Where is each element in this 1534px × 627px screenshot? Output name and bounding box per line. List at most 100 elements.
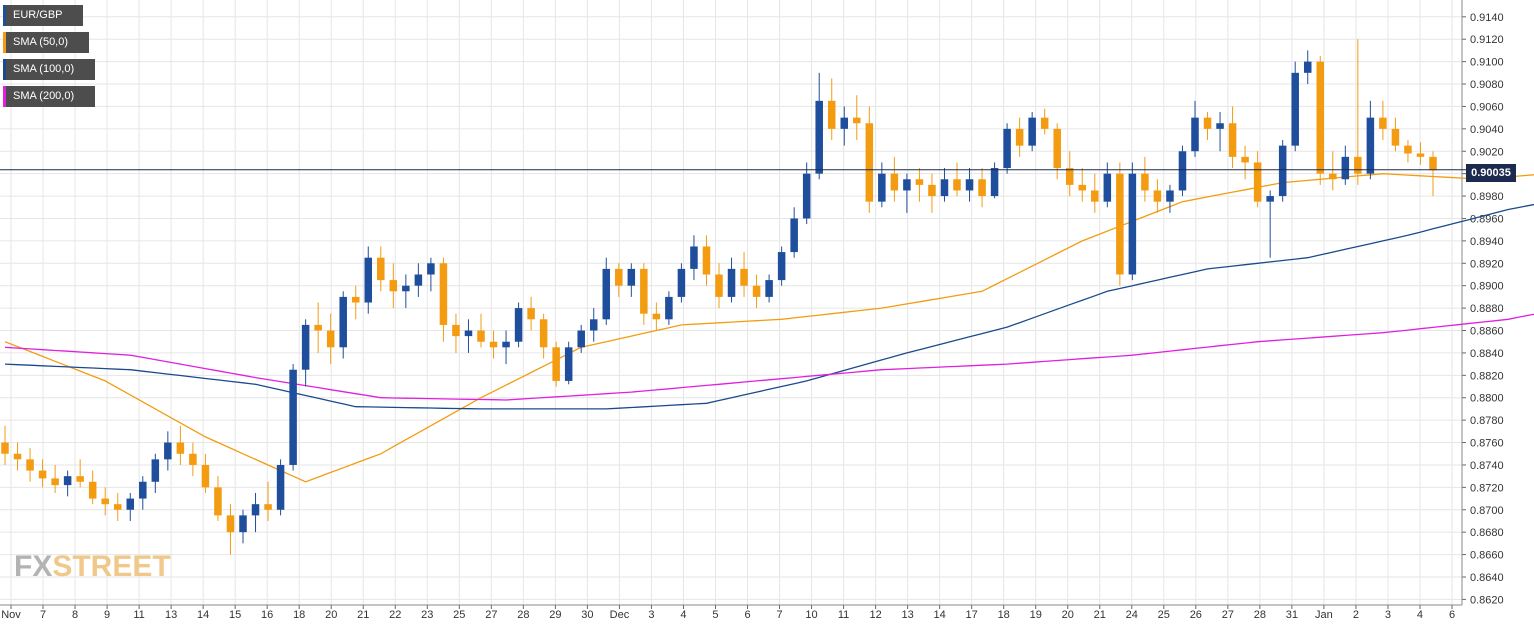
candle-bearish <box>201 453 210 493</box>
x-tick-label: 25 <box>1158 609 1170 621</box>
candle-body <box>827 100 836 129</box>
candle-bearish <box>1153 179 1162 213</box>
candle-body <box>1241 156 1249 163</box>
candle-bullish <box>502 330 510 365</box>
y-tick-label: 0.9120 <box>1470 34 1504 46</box>
candle-bullish <box>690 235 698 281</box>
candle-body <box>239 515 247 533</box>
x-tick-label: 6 <box>744 609 750 621</box>
candle-body <box>326 330 335 348</box>
x-tick-label: 18 <box>293 609 305 621</box>
candle-bearish <box>740 252 748 297</box>
candle-body <box>853 117 861 124</box>
candle-bearish <box>915 168 924 202</box>
y-tick-label: 0.8980 <box>1470 191 1504 203</box>
candle-body <box>640 268 648 314</box>
x-tick-label: 25 <box>453 609 465 621</box>
candle-bearish <box>389 263 398 309</box>
candle-bullish <box>840 106 849 146</box>
x-axis: Nov 7 8 9 11 13 14 15 16 18 20 21 22 23 25 27 28 29 30 Dec 3… <box>0 604 1462 621</box>
y-tick-label: 0.9100 <box>1470 57 1504 69</box>
x-tick-label: 19 <box>1030 609 1042 621</box>
candle-body <box>1316 61 1325 174</box>
x-tick-label: 13 <box>901 609 913 621</box>
candle-bullish <box>564 341 573 385</box>
y-tick-label: 0.9040 <box>1470 124 1504 136</box>
candle-body <box>953 179 961 191</box>
candle-body <box>564 347 573 381</box>
candle-bearish <box>1091 173 1099 213</box>
candle-body <box>364 257 373 303</box>
candle-body <box>1141 173 1149 191</box>
x-tick-label: 16 <box>261 609 273 621</box>
candle-bearish <box>1429 151 1437 197</box>
candle-body <box>752 285 761 297</box>
candle-bullish <box>790 207 798 258</box>
candle-body <box>264 504 272 510</box>
candle-body <box>1266 196 1274 202</box>
candle-body <box>815 100 823 174</box>
candle-body <box>502 341 510 348</box>
x-tick-label: 3 <box>648 609 654 621</box>
x-tick-label: 17 <box>966 609 978 621</box>
candle-body <box>1015 128 1024 146</box>
legend-sma100: SMA (100,0) <box>3 59 95 80</box>
candle-bullish <box>602 257 611 325</box>
x-tick-label: 27 <box>485 609 497 621</box>
candle-bearish <box>439 257 448 342</box>
candle-body <box>990 168 999 197</box>
x-tick-label: Jan <box>1315 609 1333 621</box>
candle-bearish <box>51 464 59 493</box>
current-price-tag: 0.90035 <box>1466 164 1516 182</box>
candle-body <box>940 179 949 197</box>
candle-bullish <box>364 246 373 314</box>
candle-body <box>1028 117 1036 146</box>
candle-bearish <box>1015 117 1024 157</box>
candle-body <box>88 481 97 499</box>
candle-bullish <box>1178 145 1187 197</box>
legend-swatch <box>3 5 6 26</box>
candle-bullish <box>402 274 410 309</box>
y-tick-label: 0.9080 <box>1470 79 1504 91</box>
candle-bullish <box>301 319 310 387</box>
candle-bearish <box>1040 108 1049 135</box>
candle-bullish <box>1103 162 1112 208</box>
candle-bullish <box>627 263 636 297</box>
candle-body <box>489 341 498 348</box>
x-tick-label: 30 <box>581 609 593 621</box>
candle-bullish <box>1128 162 1137 281</box>
legend-label: SMA (50,0) <box>13 36 69 48</box>
candle-body <box>577 330 585 348</box>
legend-label: EUR/GBP <box>13 9 63 21</box>
candle-body <box>727 268 736 297</box>
candle-body <box>214 487 222 516</box>
y-tick-label: 0.8820 <box>1470 370 1504 382</box>
candle-body <box>351 296 360 303</box>
candle-bearish <box>539 313 548 359</box>
candle-body <box>1291 72 1299 146</box>
candle-body <box>139 481 147 499</box>
candle-body <box>38 470 47 479</box>
candle-body <box>1091 190 1099 202</box>
candle-body <box>276 464 285 510</box>
logo-part-fx: FX <box>14 550 53 583</box>
candle-body <box>339 296 347 348</box>
x-tick-label: 26 <box>1190 609 1202 621</box>
x-tick-label: 11 <box>133 609 144 621</box>
y-tick-label: 0.8780 <box>1470 415 1504 427</box>
candle-body <box>289 369 297 465</box>
candle-body <box>1116 173 1124 275</box>
candle-body <box>802 173 811 219</box>
y-tick-label: 0.8680 <box>1470 527 1504 539</box>
x-tick-label: 21 <box>1094 609 1106 621</box>
candle-bearish <box>552 341 560 387</box>
candle-body <box>965 179 974 191</box>
candle-body <box>101 498 109 505</box>
candle-body <box>1191 117 1199 152</box>
x-tick-label: 20 <box>325 609 337 621</box>
candle-body <box>1128 173 1137 275</box>
candle-body <box>301 324 310 370</box>
candle-bearish <box>1391 117 1400 152</box>
candle-bullish <box>126 492 135 521</box>
